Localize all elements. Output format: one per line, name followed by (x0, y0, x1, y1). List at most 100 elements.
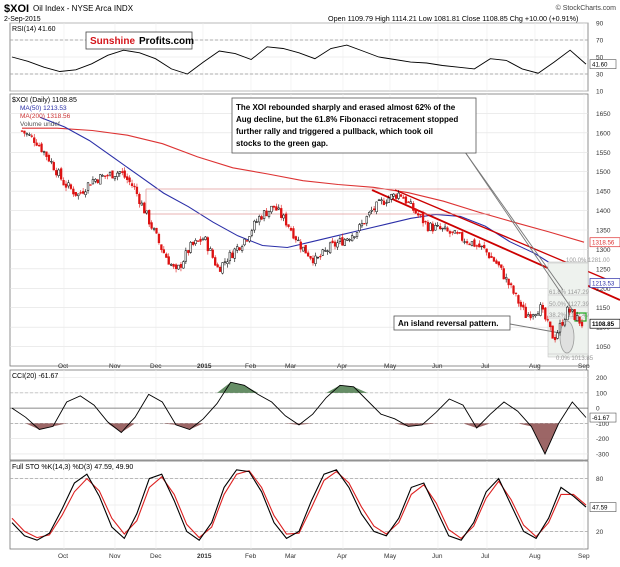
candle-body (280, 208, 283, 218)
candle-body (321, 249, 324, 256)
price-right-label-box (589, 318, 620, 329)
y-tick-label: -100 (596, 421, 609, 428)
candle-body (419, 214, 422, 216)
candle-body (282, 214, 285, 219)
candle-body (226, 261, 229, 264)
axis-labels: 1030507090105011001150120012501300135014… (58, 21, 620, 560)
candle-body (81, 191, 85, 194)
candle-body (575, 315, 579, 322)
candle-body (409, 201, 412, 204)
candle-body (353, 236, 356, 238)
y-tick-label: 100 (596, 390, 607, 397)
candle-body (531, 314, 535, 317)
x-tick-label: Jun (432, 363, 443, 370)
candle-body (265, 210, 268, 217)
logo-box (85, 31, 193, 50)
candle-body (177, 264, 180, 270)
candle-body (231, 252, 234, 259)
candle-body (453, 230, 456, 234)
candle-body (133, 185, 136, 188)
x-tick-label: Nov (109, 553, 121, 560)
x-tick-label: May (384, 363, 397, 370)
x-tick-label: Sep (578, 553, 590, 560)
price-right-label: 1318.56 (592, 240, 615, 247)
candle-body (145, 210, 148, 214)
candle-body (377, 199, 381, 201)
candle-body (216, 264, 219, 268)
main-note-line-3: further rally and triggered a pullback, … (236, 127, 433, 136)
x-tick-label: Mar (285, 363, 297, 370)
candle-body (578, 316, 581, 324)
candle-body (106, 174, 109, 177)
y-tick-label: 20 (596, 529, 604, 536)
candle-body (483, 244, 486, 249)
candle-body (404, 196, 408, 204)
candle-body (461, 232, 464, 241)
x-tick-label: Apr (337, 363, 348, 370)
candle-body (463, 241, 466, 243)
x-tick-label: Feb (245, 553, 257, 560)
candle-body (541, 305, 545, 310)
candle-body (336, 242, 339, 248)
candle-body (287, 224, 290, 227)
candle-body (160, 244, 163, 251)
candle-body (304, 244, 307, 254)
chart-date: 2-Sep-2015 (4, 16, 41, 23)
y-tick-label: 30 (596, 72, 604, 79)
candle-body (370, 209, 373, 212)
candle-body (478, 243, 481, 248)
y-tick-label: 1600 (596, 130, 611, 137)
candle-body (387, 197, 390, 203)
candle-body (556, 332, 559, 339)
candle-body (123, 170, 126, 178)
candle-body (341, 237, 344, 246)
candle-body (201, 238, 205, 241)
candle-body (328, 242, 332, 254)
candle-body (189, 242, 192, 253)
candle-body (363, 223, 366, 225)
candle-body (372, 208, 376, 211)
island-ellipse (559, 320, 575, 354)
y-tick-label: 10 (596, 89, 604, 96)
candle-body (99, 174, 102, 185)
candle-body (172, 264, 175, 267)
candle-body (140, 202, 143, 206)
candle-body (128, 177, 131, 183)
candle-body (84, 191, 87, 195)
candle-body (23, 130, 26, 134)
current-value-box (589, 502, 617, 512)
x-tick-label: Mar (285, 553, 297, 560)
candle-body (553, 337, 557, 341)
candle-body (324, 250, 327, 252)
x-tick-label: Jul (481, 553, 490, 560)
note-arrow-2 (464, 151, 577, 316)
candle-body (52, 162, 55, 171)
x-tick-label: Aug (529, 363, 541, 370)
candle-body (152, 228, 156, 230)
candle-body (86, 182, 90, 191)
current-value-label: 41.60 (592, 62, 608, 69)
candle-body (355, 232, 359, 237)
x-tick-label: Jul (481, 363, 490, 370)
candle-body (25, 133, 29, 135)
candle-body (236, 246, 239, 251)
candle-body (399, 194, 403, 197)
price-legend-1: $XOI (Daily) 1108.85 (12, 97, 77, 104)
candle-body (495, 260, 498, 264)
sto-d-line (11, 470, 587, 540)
candle-body (272, 205, 276, 208)
candle-body (431, 223, 434, 232)
candle-body (170, 264, 173, 266)
price-legend-3: MA(200) 1318.56 (20, 113, 71, 120)
candle-body (74, 192, 77, 196)
candle-body (360, 222, 364, 227)
candle-body (223, 261, 227, 263)
candle-body (250, 230, 254, 236)
candle-body (473, 239, 476, 247)
candle-body (358, 224, 361, 231)
x-tick-label: Apr (337, 553, 348, 560)
candle-body (45, 151, 48, 157)
candle-body (302, 246, 305, 252)
candle-body (580, 321, 584, 327)
